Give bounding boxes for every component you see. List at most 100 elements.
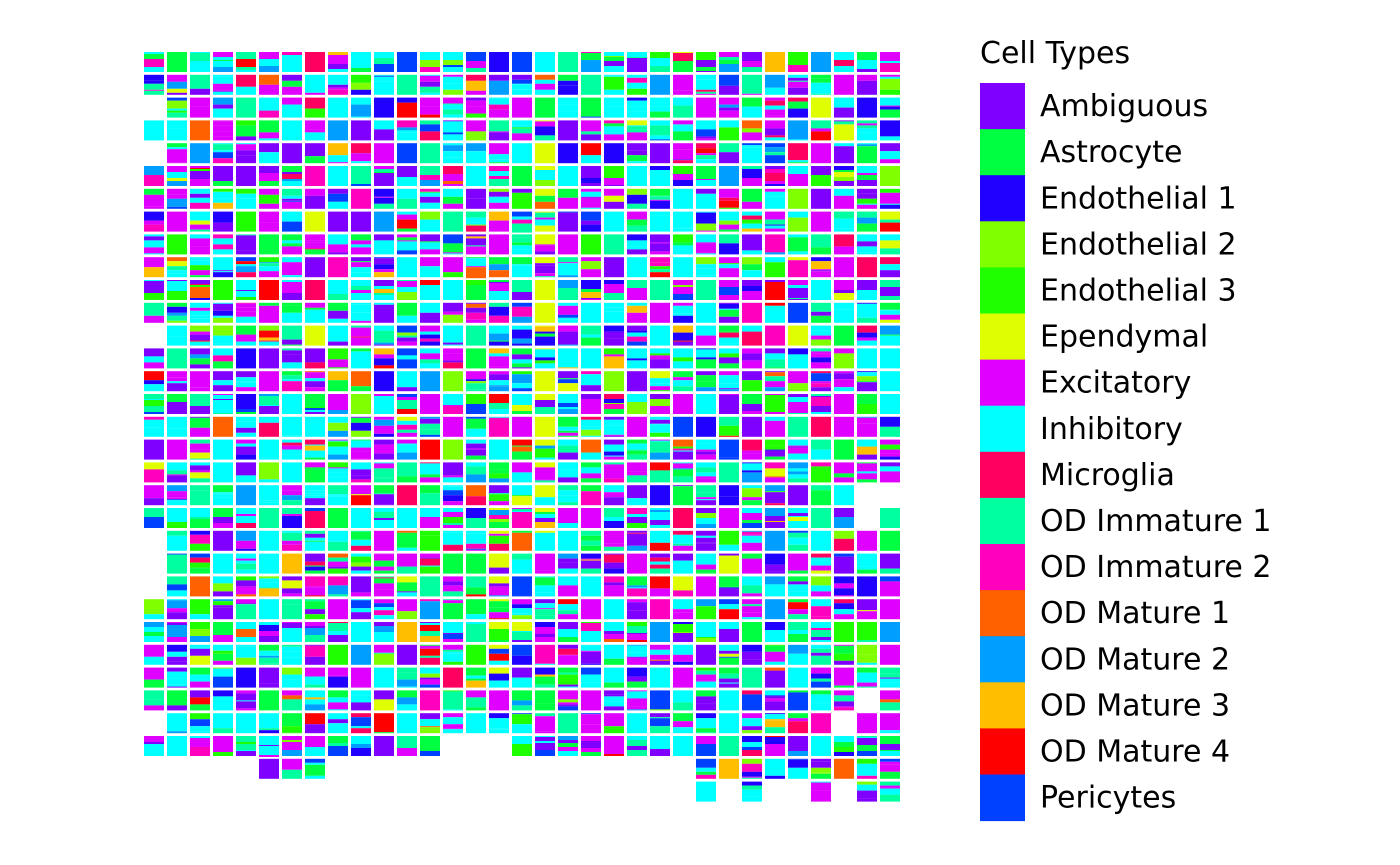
tile-band: [236, 604, 256, 620]
heatmap-tile: [328, 188, 348, 209]
heatmap-tile: [673, 485, 693, 506]
tile-band: [719, 371, 739, 376]
tile-band: [236, 580, 256, 587]
tile-band: [650, 355, 670, 360]
tile-band: [443, 134, 463, 141]
tile-band: [857, 686, 877, 688]
tile-band: [489, 629, 509, 640]
tile-band: [719, 690, 739, 711]
tile-band: [144, 412, 164, 414]
tile-band: [650, 399, 670, 406]
tile-band: [512, 74, 532, 80]
tile-band: [512, 325, 532, 330]
tile-band: [282, 449, 302, 455]
tile-band: [788, 614, 808, 620]
tile-band: [834, 107, 854, 118]
tile-band: [834, 416, 854, 437]
tile-band: [420, 266, 440, 278]
tile-band: [374, 76, 394, 82]
heatmap-tile: [144, 690, 164, 711]
tile-band: [696, 467, 716, 473]
tile-band: [420, 751, 440, 756]
heatmap-tile: [673, 667, 693, 688]
heatmap-tile: [696, 166, 716, 186]
tile-band: [742, 488, 762, 498]
tile-band: [305, 408, 325, 410]
tile-band: [535, 674, 555, 677]
tile-band: [604, 394, 624, 399]
tile-band: [535, 553, 555, 571]
heatmap-tile: [811, 188, 831, 209]
tile-band: [880, 52, 900, 61]
heatmap-tile: [719, 485, 739, 506]
tile-band: [673, 543, 693, 546]
tile-band: [788, 162, 808, 164]
tile-band: [535, 518, 555, 522]
heatmap-tile: [328, 302, 348, 323]
tile-band: [190, 171, 210, 179]
tile-band: [834, 60, 854, 66]
tile-band: [443, 234, 463, 244]
tile-band: [742, 463, 762, 471]
tile-band: [236, 523, 256, 528]
tile-band: [696, 537, 716, 543]
tile-band: [604, 682, 624, 688]
heatmap-tile: [857, 280, 877, 300]
heatmap-tile: [466, 325, 486, 346]
tile-band: [696, 67, 716, 71]
tile-band: [535, 667, 555, 675]
tile-band: [765, 353, 785, 360]
tile-band: [443, 103, 463, 105]
tile-band: [305, 508, 325, 511]
tile-band: [443, 89, 463, 95]
tile-band: [397, 409, 417, 414]
tile-band: [167, 485, 187, 492]
tile-band: [742, 558, 762, 574]
tile-band: [581, 348, 601, 369]
heatmap-tile: [213, 74, 233, 95]
heatmap-tile: [673, 644, 693, 665]
heatmap-tile: [742, 781, 762, 802]
tile-band: [696, 416, 716, 437]
heatmap-tile: [880, 394, 900, 414]
tile-band: [397, 402, 417, 409]
tile-band: [834, 538, 854, 551]
heatmap-tile: [236, 302, 256, 323]
heatmap-tile: [443, 302, 463, 323]
heatmap-tile: [650, 97, 670, 118]
tile-band: [213, 238, 233, 243]
tile-band: [190, 655, 210, 665]
tile-band: [374, 589, 394, 597]
tile-band: [190, 285, 210, 287]
tile-band: [880, 63, 900, 72]
tile-band: [351, 608, 371, 613]
tile-band: [581, 183, 601, 186]
tile-band: [213, 522, 233, 523]
heatmap-tile: [512, 462, 532, 483]
tile-band: [696, 136, 716, 139]
tile-band: [558, 394, 578, 403]
tile-band: [236, 291, 256, 297]
tile-band: [788, 751, 808, 756]
heatmap-tile: [420, 211, 440, 232]
heatmap-tile: [236, 530, 256, 551]
tile-band: [489, 348, 509, 354]
tile-band: [880, 248, 900, 255]
tile-band: [374, 576, 394, 578]
tile-band: [650, 553, 670, 558]
tile-band: [811, 97, 831, 118]
tile-band: [190, 334, 210, 341]
tile-band: [581, 337, 601, 346]
tile-band: [305, 371, 325, 373]
tile-band: [696, 79, 716, 90]
heatmap-tile: [742, 97, 762, 118]
tile-band: [213, 676, 233, 688]
heatmap-tile: [673, 371, 693, 392]
tile-band: [742, 758, 762, 764]
heatmap-tile: [788, 644, 808, 665]
tile-band: [719, 653, 739, 657]
tile-band: [328, 188, 348, 194]
tile-band: [167, 608, 187, 613]
tile-band: [305, 188, 325, 196]
tile-band: [282, 246, 302, 255]
